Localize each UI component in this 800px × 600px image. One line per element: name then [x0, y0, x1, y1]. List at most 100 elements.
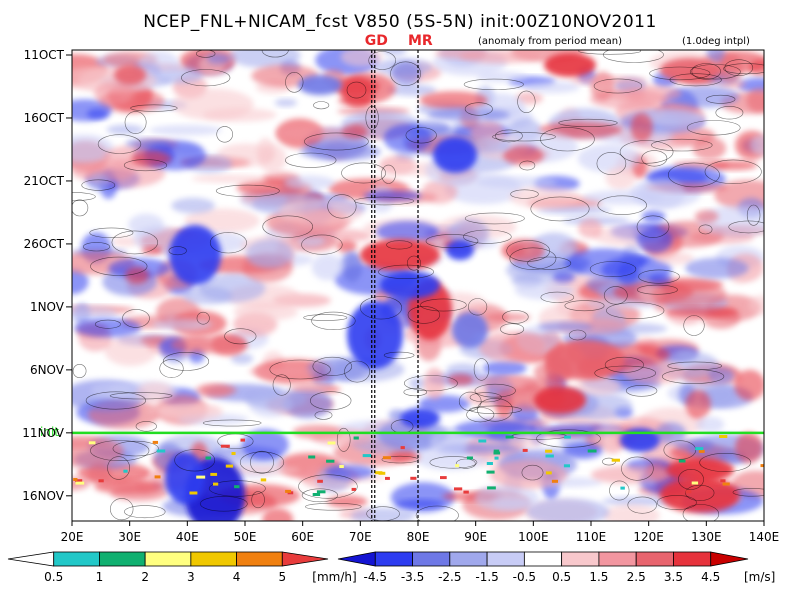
precip-cell — [410, 476, 417, 480]
anomaly-cell — [387, 84, 437, 96]
anomaly-core — [544, 53, 596, 77]
precip-cell — [327, 441, 336, 445]
anomaly-cell — [409, 377, 426, 390]
wind-color-box — [673, 551, 712, 567]
anomaly-cell — [230, 353, 254, 365]
contour-line — [72, 199, 89, 217]
contour-line — [269, 359, 331, 380]
precip-cell — [722, 482, 730, 486]
contour-line — [649, 66, 711, 81]
anomaly-cell — [395, 499, 445, 509]
precip-cell — [478, 439, 487, 443]
precip-tick-label: 4 — [233, 570, 241, 584]
contour-line — [209, 232, 247, 254]
contour-line — [250, 450, 274, 474]
anomaly-cell — [377, 418, 448, 451]
anomaly-cell — [128, 213, 165, 237]
x-tick-label: 100E — [518, 530, 549, 544]
anomaly-cell — [694, 210, 719, 223]
contour-line — [112, 440, 159, 457]
precip-cell — [88, 441, 96, 445]
contour-line — [691, 63, 721, 80]
precip-cell — [564, 435, 571, 439]
contour-line — [661, 369, 725, 384]
precip-cell — [285, 489, 291, 493]
contour-line — [208, 480, 266, 497]
anomaly-cell — [199, 384, 237, 397]
contour-line — [578, 50, 642, 55]
contour-line — [494, 129, 523, 143]
y-tick-label: 26OCT — [24, 237, 65, 251]
contour-line — [346, 81, 367, 99]
contour-line — [604, 356, 645, 373]
anomaly-cell — [592, 425, 625, 447]
precip-cell — [234, 485, 240, 489]
wind-color-box — [523, 551, 563, 567]
contour-line — [168, 246, 187, 256]
precip-cell — [486, 470, 495, 474]
anomaly-cell — [245, 239, 293, 269]
anomaly-cell — [636, 227, 673, 253]
precip-tick-label: 5 — [278, 570, 286, 584]
precip-cell — [505, 435, 514, 439]
precip-field — [73, 435, 764, 496]
wind-color-box — [449, 551, 488, 567]
precip-cell — [73, 478, 78, 481]
anomaly-cell — [501, 239, 545, 262]
contour-line — [81, 179, 116, 191]
anomaly-cell — [72, 99, 112, 122]
anomaly-cell — [748, 295, 764, 315]
contour-line — [704, 159, 762, 185]
contour-line — [667, 361, 723, 371]
contour-line — [510, 189, 539, 199]
contour-line — [135, 421, 157, 432]
anomaly-field — [72, 50, 764, 521]
contour-line — [215, 184, 280, 197]
contour-line — [124, 111, 147, 134]
precip-tick-label: 2 — [141, 570, 149, 584]
contour-line — [359, 296, 403, 320]
anomaly-cell — [491, 498, 533, 509]
anomaly-cell — [383, 123, 433, 153]
precip-cell — [382, 456, 391, 460]
x-tick-label: 140E — [749, 530, 780, 544]
x-tick-label: 40E — [176, 530, 199, 544]
precip-cell — [545, 449, 553, 453]
anomaly-cell — [665, 307, 739, 318]
contour-line — [381, 455, 419, 464]
anomaly-cell — [676, 349, 696, 359]
contour-line — [603, 50, 664, 63]
precip-cell — [339, 465, 344, 468]
contour-line — [540, 127, 595, 152]
anomaly-cell — [654, 251, 695, 265]
anomaly-cell — [325, 465, 375, 480]
anomaly-cell — [652, 281, 727, 308]
contour-line — [603, 286, 628, 305]
anomaly-cell — [382, 50, 407, 56]
anomaly-cell — [503, 145, 544, 166]
contour-line — [327, 194, 357, 219]
contour-line — [429, 456, 478, 469]
anomaly-cell — [376, 220, 439, 243]
precip-cell — [463, 490, 469, 494]
contour-line — [251, 491, 265, 509]
contour-line — [506, 240, 551, 262]
contour-line — [305, 502, 362, 511]
precip-tick-label: 3 — [187, 570, 195, 584]
wind-color-box — [561, 551, 600, 567]
precip-cell — [220, 444, 230, 448]
precip-cell — [75, 479, 83, 483]
contour-line — [301, 488, 339, 503]
contour-line — [568, 329, 587, 341]
anomaly-cell — [279, 199, 363, 226]
anomaly-core — [433, 137, 477, 173]
anomaly-cell — [602, 496, 678, 506]
anomaly-cell — [182, 286, 233, 305]
wind-color-box — [635, 551, 674, 567]
anomaly-cell — [706, 50, 725, 63]
contour-line — [341, 162, 387, 184]
precip-cell — [317, 479, 323, 483]
contour-line — [123, 159, 168, 172]
x-tick-label: 20E — [61, 530, 84, 544]
anomaly-cell — [245, 388, 308, 410]
